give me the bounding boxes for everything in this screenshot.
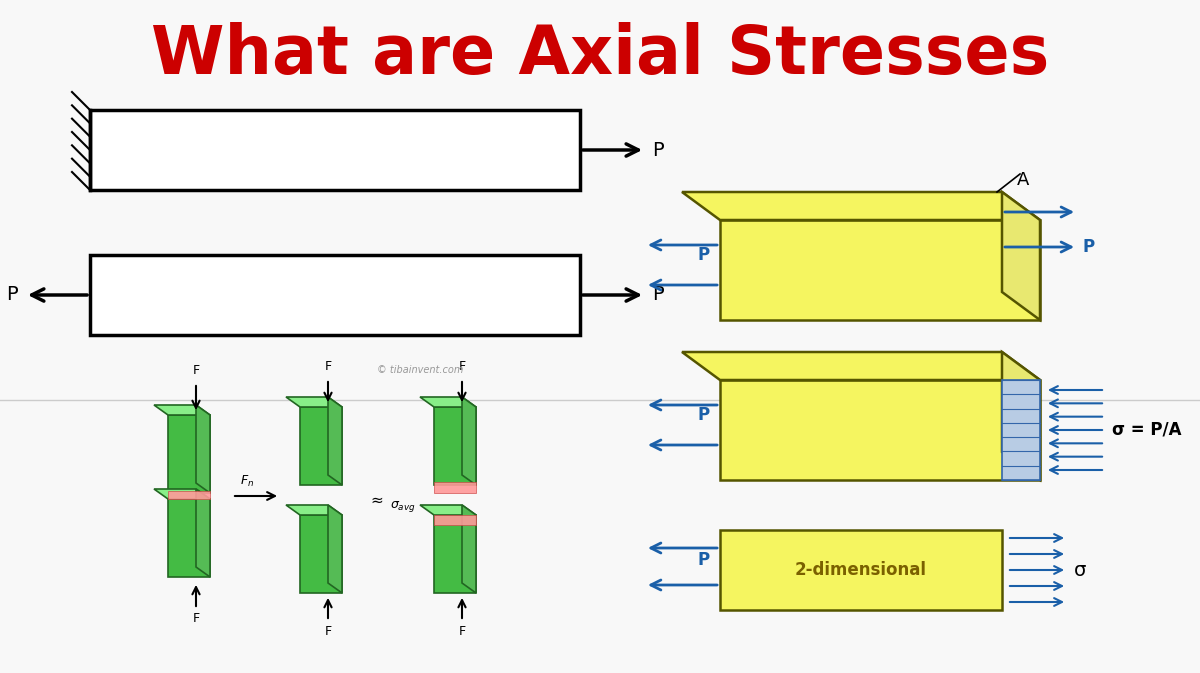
Polygon shape (462, 505, 476, 593)
Text: $\sigma_{avg}$: $\sigma_{avg}$ (390, 499, 415, 514)
Text: F: F (324, 360, 331, 373)
Polygon shape (420, 397, 476, 407)
Text: P: P (1082, 238, 1094, 256)
Polygon shape (286, 505, 342, 515)
Polygon shape (720, 220, 1040, 320)
Polygon shape (1002, 192, 1040, 320)
Text: P: P (6, 285, 18, 304)
Text: P: P (698, 551, 710, 569)
Polygon shape (154, 405, 210, 415)
Text: σ = P/A: σ = P/A (1112, 421, 1182, 439)
Text: A: A (1018, 171, 1030, 189)
Polygon shape (1002, 380, 1040, 480)
Text: P: P (652, 141, 664, 160)
Text: F: F (192, 612, 199, 625)
Polygon shape (682, 192, 1040, 220)
Bar (90, 255, 580, 335)
Text: © tibainvent.com: © tibainvent.com (377, 365, 463, 375)
Text: σ: σ (1074, 561, 1086, 579)
Text: F: F (324, 625, 331, 638)
Text: 2-dimensional: 2-dimensional (796, 561, 928, 579)
Bar (720, 530, 1002, 610)
Text: P: P (698, 406, 710, 424)
Text: P: P (652, 285, 664, 304)
Text: What are Axial Stresses: What are Axial Stresses (151, 22, 1049, 88)
Polygon shape (300, 515, 342, 593)
Bar (434, 515, 476, 525)
Polygon shape (328, 397, 342, 485)
Text: $F_n$: $F_n$ (240, 473, 254, 489)
Polygon shape (286, 397, 342, 407)
Polygon shape (720, 380, 1040, 480)
Polygon shape (1002, 352, 1040, 480)
Text: F: F (458, 360, 466, 373)
Polygon shape (462, 397, 476, 485)
Polygon shape (328, 505, 342, 593)
Text: P: P (698, 246, 710, 264)
Polygon shape (682, 352, 1040, 380)
Polygon shape (196, 405, 210, 493)
Bar (168, 491, 210, 499)
Polygon shape (434, 407, 476, 485)
Bar (90, 110, 580, 190)
Bar (434, 482, 476, 493)
Polygon shape (154, 489, 210, 499)
Polygon shape (300, 407, 342, 485)
Text: F: F (458, 625, 466, 638)
Polygon shape (434, 515, 476, 593)
Text: F: F (192, 364, 199, 377)
Text: $\approx$: $\approx$ (368, 491, 384, 507)
Polygon shape (420, 505, 476, 515)
Polygon shape (168, 499, 210, 577)
Polygon shape (196, 489, 210, 577)
Polygon shape (168, 415, 210, 493)
